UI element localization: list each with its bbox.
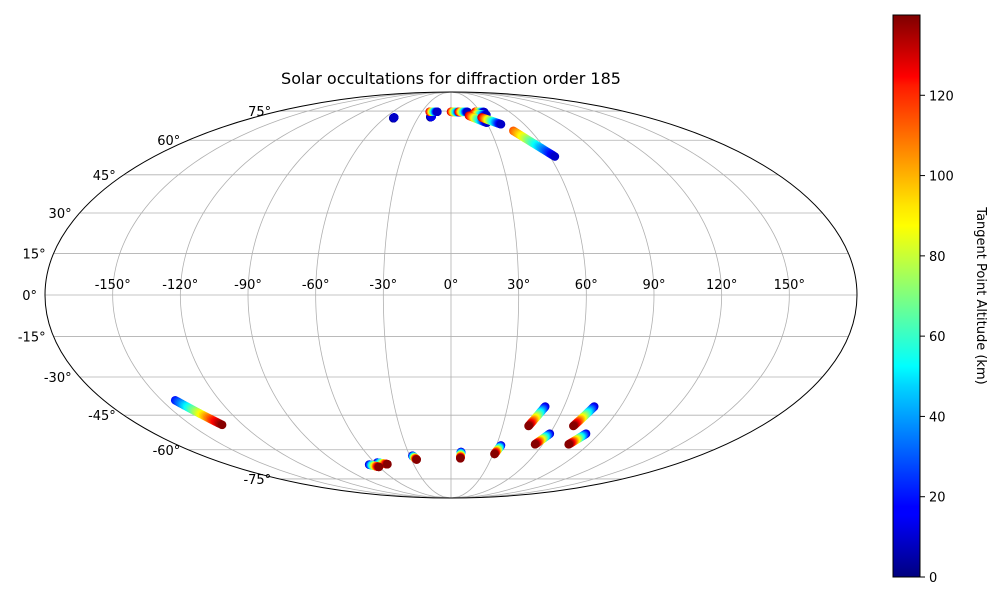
colorbar-tick-label: 40 [929,410,946,425]
colorbar-label: Tangent Point Altitude (km) [973,206,988,384]
occultation-track [569,402,599,431]
longitude-tick-label: 120° [706,278,737,293]
colorbar-tick-label: 120 [929,89,954,104]
track-point [374,462,384,472]
occultation-track [524,402,550,431]
occultation-track [490,441,506,459]
colorbar-gradient [892,14,921,578]
track-point [496,119,506,129]
latitude-tick-label: -15° [18,331,46,346]
colorbar: 0 20 40 60 80 100 120 Tangent Point Altitude (… [892,14,988,586]
longitude-tick-label: 0° [444,278,459,293]
track-point [490,449,499,459]
longitude-tick-label: -150° [95,278,131,293]
latitude-tick-labels: -75° -60° -45° -30° -15° 0° 15° 30° 45° 60° 75° [18,105,271,488]
track-point [569,421,578,431]
track-point [550,152,560,161]
chart-title: Solar occultations for diffraction order… [281,69,621,88]
track-point [433,107,442,117]
longitude-tick-label: -120° [162,278,198,293]
track-point [383,459,392,469]
occultation-track [564,429,591,449]
latitude-tick-label: -60° [153,444,181,459]
occultation-track [364,460,384,472]
occultation-track [170,395,227,430]
colorbar-tick-label: 100 [929,170,954,185]
track-point [564,440,573,449]
occultation-track [477,113,506,129]
occultation-track [408,451,421,464]
occultation-track [425,107,442,117]
occultation-tracks [170,107,599,472]
longitude-tick-label: 150° [774,278,805,293]
occultation-track [530,429,555,449]
latitude-tick-label: 0° [22,289,37,304]
occultation-track [389,113,399,123]
latitude-tick-label: -75° [243,473,271,488]
latitude-tick-label: 60° [157,134,180,149]
longitude-tick-label: 90° [642,278,665,293]
latitude-tick-label: 30° [49,207,72,222]
latitude-tick-label: -30° [44,371,72,386]
longitude-tick-labels: -150° -120° -90° -60° -30° 0° 30° 60° 90° 120° 150… [95,278,805,293]
latitude-tick-label: 75° [248,105,271,120]
longitude-tick-label: -60° [302,278,330,293]
longitude-tick-label: -90° [234,278,262,293]
colorbar-tick-label: 60 [929,330,946,345]
map-outline [44,91,858,499]
colorbar-tick-label: 20 [929,491,946,506]
latitude-tick-label: -45° [88,409,116,424]
colorbar-tick-label: 0 [929,571,937,586]
latitude-tick-label: 15° [23,247,46,262]
track-point [217,420,227,430]
colorbar-tick-label: 80 [929,250,946,265]
track-point [412,455,421,464]
track-point [524,421,533,431]
occultation-track [509,126,560,161]
occultation-track [456,447,466,463]
colorbar-ticks: 0 20 40 60 80 100 120 [920,89,954,586]
longitude-tick-label: -30° [369,278,397,293]
longitude-tick-label: 30° [507,278,530,293]
graticule [45,92,857,498]
track-point [389,113,399,122]
track-point [530,440,540,449]
longitude-tick-label: 60° [575,278,598,293]
latitude-tick-label: 45° [93,169,116,184]
track-point [456,454,465,463]
